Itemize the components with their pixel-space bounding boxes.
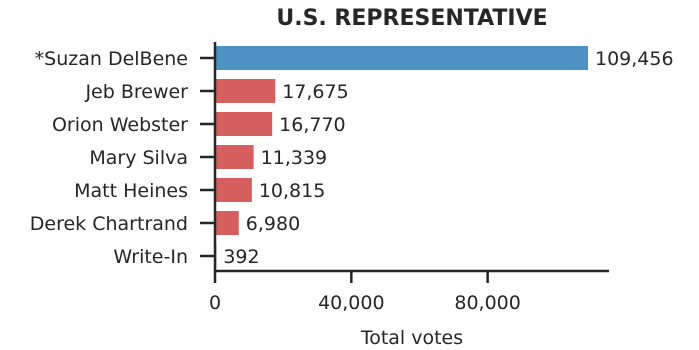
bar-matt-heines [215, 178, 252, 202]
bar-derek-chartrand [215, 211, 239, 235]
x-tick-label: 40,000 [318, 292, 384, 314]
value-label-suzan-delbene: 109,456 [595, 48, 674, 70]
bar-jeb-brewer [215, 79, 276, 103]
value-label-matt-heines: 10,815 [259, 180, 325, 202]
chart-title: U.S. REPRESENTATIVE [276, 6, 547, 31]
value-label-mary-silva: 11,339 [261, 147, 327, 169]
category-label-write-in: Write-In [113, 246, 188, 268]
bars-group [215, 46, 588, 268]
bar-orion-webster [215, 112, 273, 136]
value-label-orion-webster: 16,770 [279, 114, 345, 136]
x-ticks: 0 40,000 80,000 [209, 271, 521, 314]
category-label-suzan-delbene: *Suzan DelBene [35, 48, 188, 70]
value-label-derek-chartrand: 6,980 [246, 213, 300, 235]
category-labels: *Suzan DelBene Jeb Brewer Orion Webster Mar… [30, 48, 188, 268]
bar-mary-silva [215, 145, 254, 169]
x-tick-label: 80,000 [454, 292, 520, 314]
value-label-jeb-brewer: 17,675 [282, 81, 348, 103]
y-ticks [200, 56, 215, 258]
bar-suzan-delbene [215, 46, 588, 70]
category-label-derek-chartrand: Derek Chartrand [30, 213, 188, 235]
category-label-orion-webster: Orion Webster [52, 114, 188, 136]
value-labels: 109,456 17,675 16,770 11,339 10,815 6,980 392 [223, 48, 673, 268]
category-label-mary-silva: Mary Silva [89, 147, 188, 169]
x-axis-label: Total votes [360, 327, 463, 349]
category-label-jeb-brewer: Jeb Brewer [84, 81, 188, 103]
x-tick-label: 0 [209, 292, 221, 314]
category-label-matt-heines: Matt Heines [74, 180, 188, 202]
value-label-write-in: 392 [223, 246, 259, 268]
